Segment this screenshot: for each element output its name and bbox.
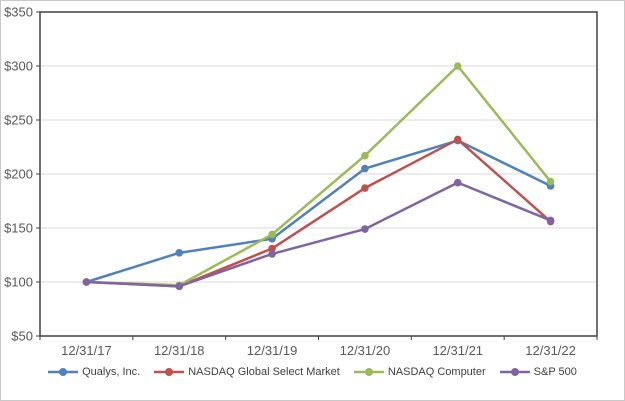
data-point-marker: [268, 250, 276, 258]
data-point-marker: [546, 216, 555, 225]
legend-line-marker-icon: [353, 368, 384, 376]
data-point-marker: [175, 249, 184, 257]
series-line-0: [85, 139, 552, 284]
y-tick-label: $150: [4, 221, 33, 236]
data-point-marker: [546, 177, 555, 186]
x-tick-label: 12/31/18: [154, 343, 205, 358]
x-tick-label: 12/31/17: [61, 343, 112, 358]
series-line-2: [85, 64, 552, 287]
legend-label: NASDAQ Computer: [387, 366, 486, 378]
y-tick-label: $300: [4, 59, 33, 74]
legend-item: NASDAQ Computer: [353, 366, 486, 378]
data-point-marker: [361, 184, 369, 192]
legend-item: Qualys, Inc.: [48, 366, 140, 378]
x-tick-label: 12/31/20: [340, 343, 391, 358]
y-tick-label: $250: [4, 113, 33, 128]
data-point-marker: [361, 151, 369, 160]
y-tick-label: $100: [4, 275, 33, 290]
data-point-marker: [175, 282, 184, 291]
series-line-3: [85, 181, 552, 288]
data-point-marker: [361, 164, 369, 173]
data-point-marker: [453, 62, 462, 70]
data-point-marker: [268, 244, 276, 253]
data-point-marker: [268, 230, 276, 239]
series-line-1: [85, 138, 552, 288]
y-tick-label: $50: [11, 329, 33, 344]
data-point-marker: [361, 225, 369, 233]
chart-legend: Qualys, Inc. NASDAQ Global Select Market N…: [1, 366, 624, 378]
legend-line-marker-icon: [499, 368, 530, 376]
x-tick-label: 12/31/21: [432, 343, 483, 358]
x-tick-label: 12/31/22: [525, 343, 576, 358]
data-point-marker: [82, 278, 91, 286]
data-point-marker: [453, 178, 462, 187]
y-tick-label: $200: [4, 167, 33, 182]
legend-label: Qualys, Inc.: [82, 366, 141, 378]
legend-label: S&P 500: [533, 366, 577, 378]
data-point-marker: [453, 135, 462, 144]
y-tick-label: $350: [4, 5, 33, 20]
legend-line-marker-icon: [48, 368, 79, 376]
legend-label: NASDAQ Global Select Market: [188, 366, 340, 378]
legend-item: S&P 500: [499, 366, 577, 378]
legend-line-marker-icon: [154, 368, 185, 376]
legend-item: NASDAQ Global Select Market: [154, 366, 340, 378]
x-tick-label: 12/31/19: [247, 343, 298, 358]
